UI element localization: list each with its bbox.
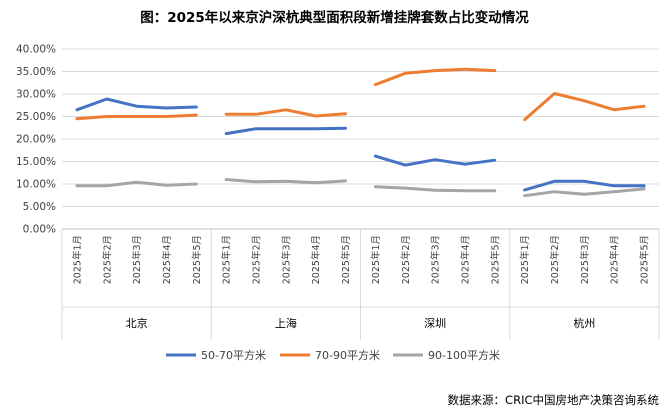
series-line-1 [224, 126, 348, 136]
series-line-3 [75, 180, 198, 188]
y-tick-label: 5.00% [23, 201, 56, 213]
legend-label: 90-100平方米 [428, 348, 500, 362]
x-tick-label: 2025年4月 [161, 235, 173, 284]
x-tick-label: 2025年4月 [609, 235, 621, 284]
y-tick-label: 25.00% [16, 111, 56, 123]
series-line-2 [523, 92, 646, 122]
y-tick-label: 15.00% [16, 156, 56, 168]
series-line-3 [224, 178, 348, 185]
x-tick-label: 2025年2月 [400, 235, 412, 284]
x-tick-label: 2025年5月 [191, 235, 203, 284]
y-tick-label: 30.00% [16, 89, 56, 101]
series-line-1 [373, 154, 497, 167]
x-tick-label: 2025年4月 [459, 235, 471, 284]
series-line-3 [373, 185, 497, 193]
x-tick-label: 2025年1月 [221, 235, 233, 284]
x-tick-label: 2025年3月 [579, 235, 591, 284]
y-tick-label: 10.00% [16, 179, 56, 191]
legend-label: 50-70平方米 [201, 348, 266, 362]
y-tick-label: 0.00% [23, 224, 56, 236]
x-tick-label: 2025年1月 [71, 235, 83, 284]
x-tick-label: 2025年3月 [430, 235, 442, 284]
series-line-3 [523, 187, 646, 198]
x-tick-label: 2025年5月 [340, 235, 352, 284]
x-tick-label: 2025年5月 [639, 235, 651, 284]
series-line-2 [373, 67, 497, 87]
x-tick-label: 2025年3月 [280, 235, 292, 284]
x-tick-label: 2025年5月 [489, 235, 501, 284]
x-tick-label: 2025年3月 [131, 235, 143, 284]
x-tick-label: 2025年4月 [310, 235, 322, 284]
series-line-2 [75, 113, 198, 121]
group-label: 上海 [275, 316, 297, 330]
y-tick-label: 35.00% [16, 66, 56, 78]
series-line-1 [523, 179, 646, 192]
x-tick-label: 2025年2月 [251, 235, 263, 284]
y-tick-label: 40.00% [16, 44, 56, 56]
series-line-2 [224, 108, 348, 118]
x-tick-label: 2025年1月 [519, 235, 531, 284]
group-label: 杭州 [573, 316, 595, 330]
x-tick-label: 2025年2月 [101, 235, 113, 284]
series-line-1 [75, 97, 198, 112]
x-tick-label: 2025年2月 [549, 235, 561, 284]
data-source: 数据来源：CRIC中国房地产决策咨询系统 [447, 393, 659, 407]
group-label: 北京 [126, 316, 148, 330]
chart-title: 图：2025年以来京沪深杭典型面积段新增挂牌套数占比变动情况 [140, 10, 529, 26]
y-tick-label: 20.00% [16, 134, 56, 146]
legend-label: 70-90平方米 [315, 348, 380, 362]
group-label: 深圳 [424, 317, 446, 330]
x-tick-label: 2025年1月 [370, 235, 382, 284]
